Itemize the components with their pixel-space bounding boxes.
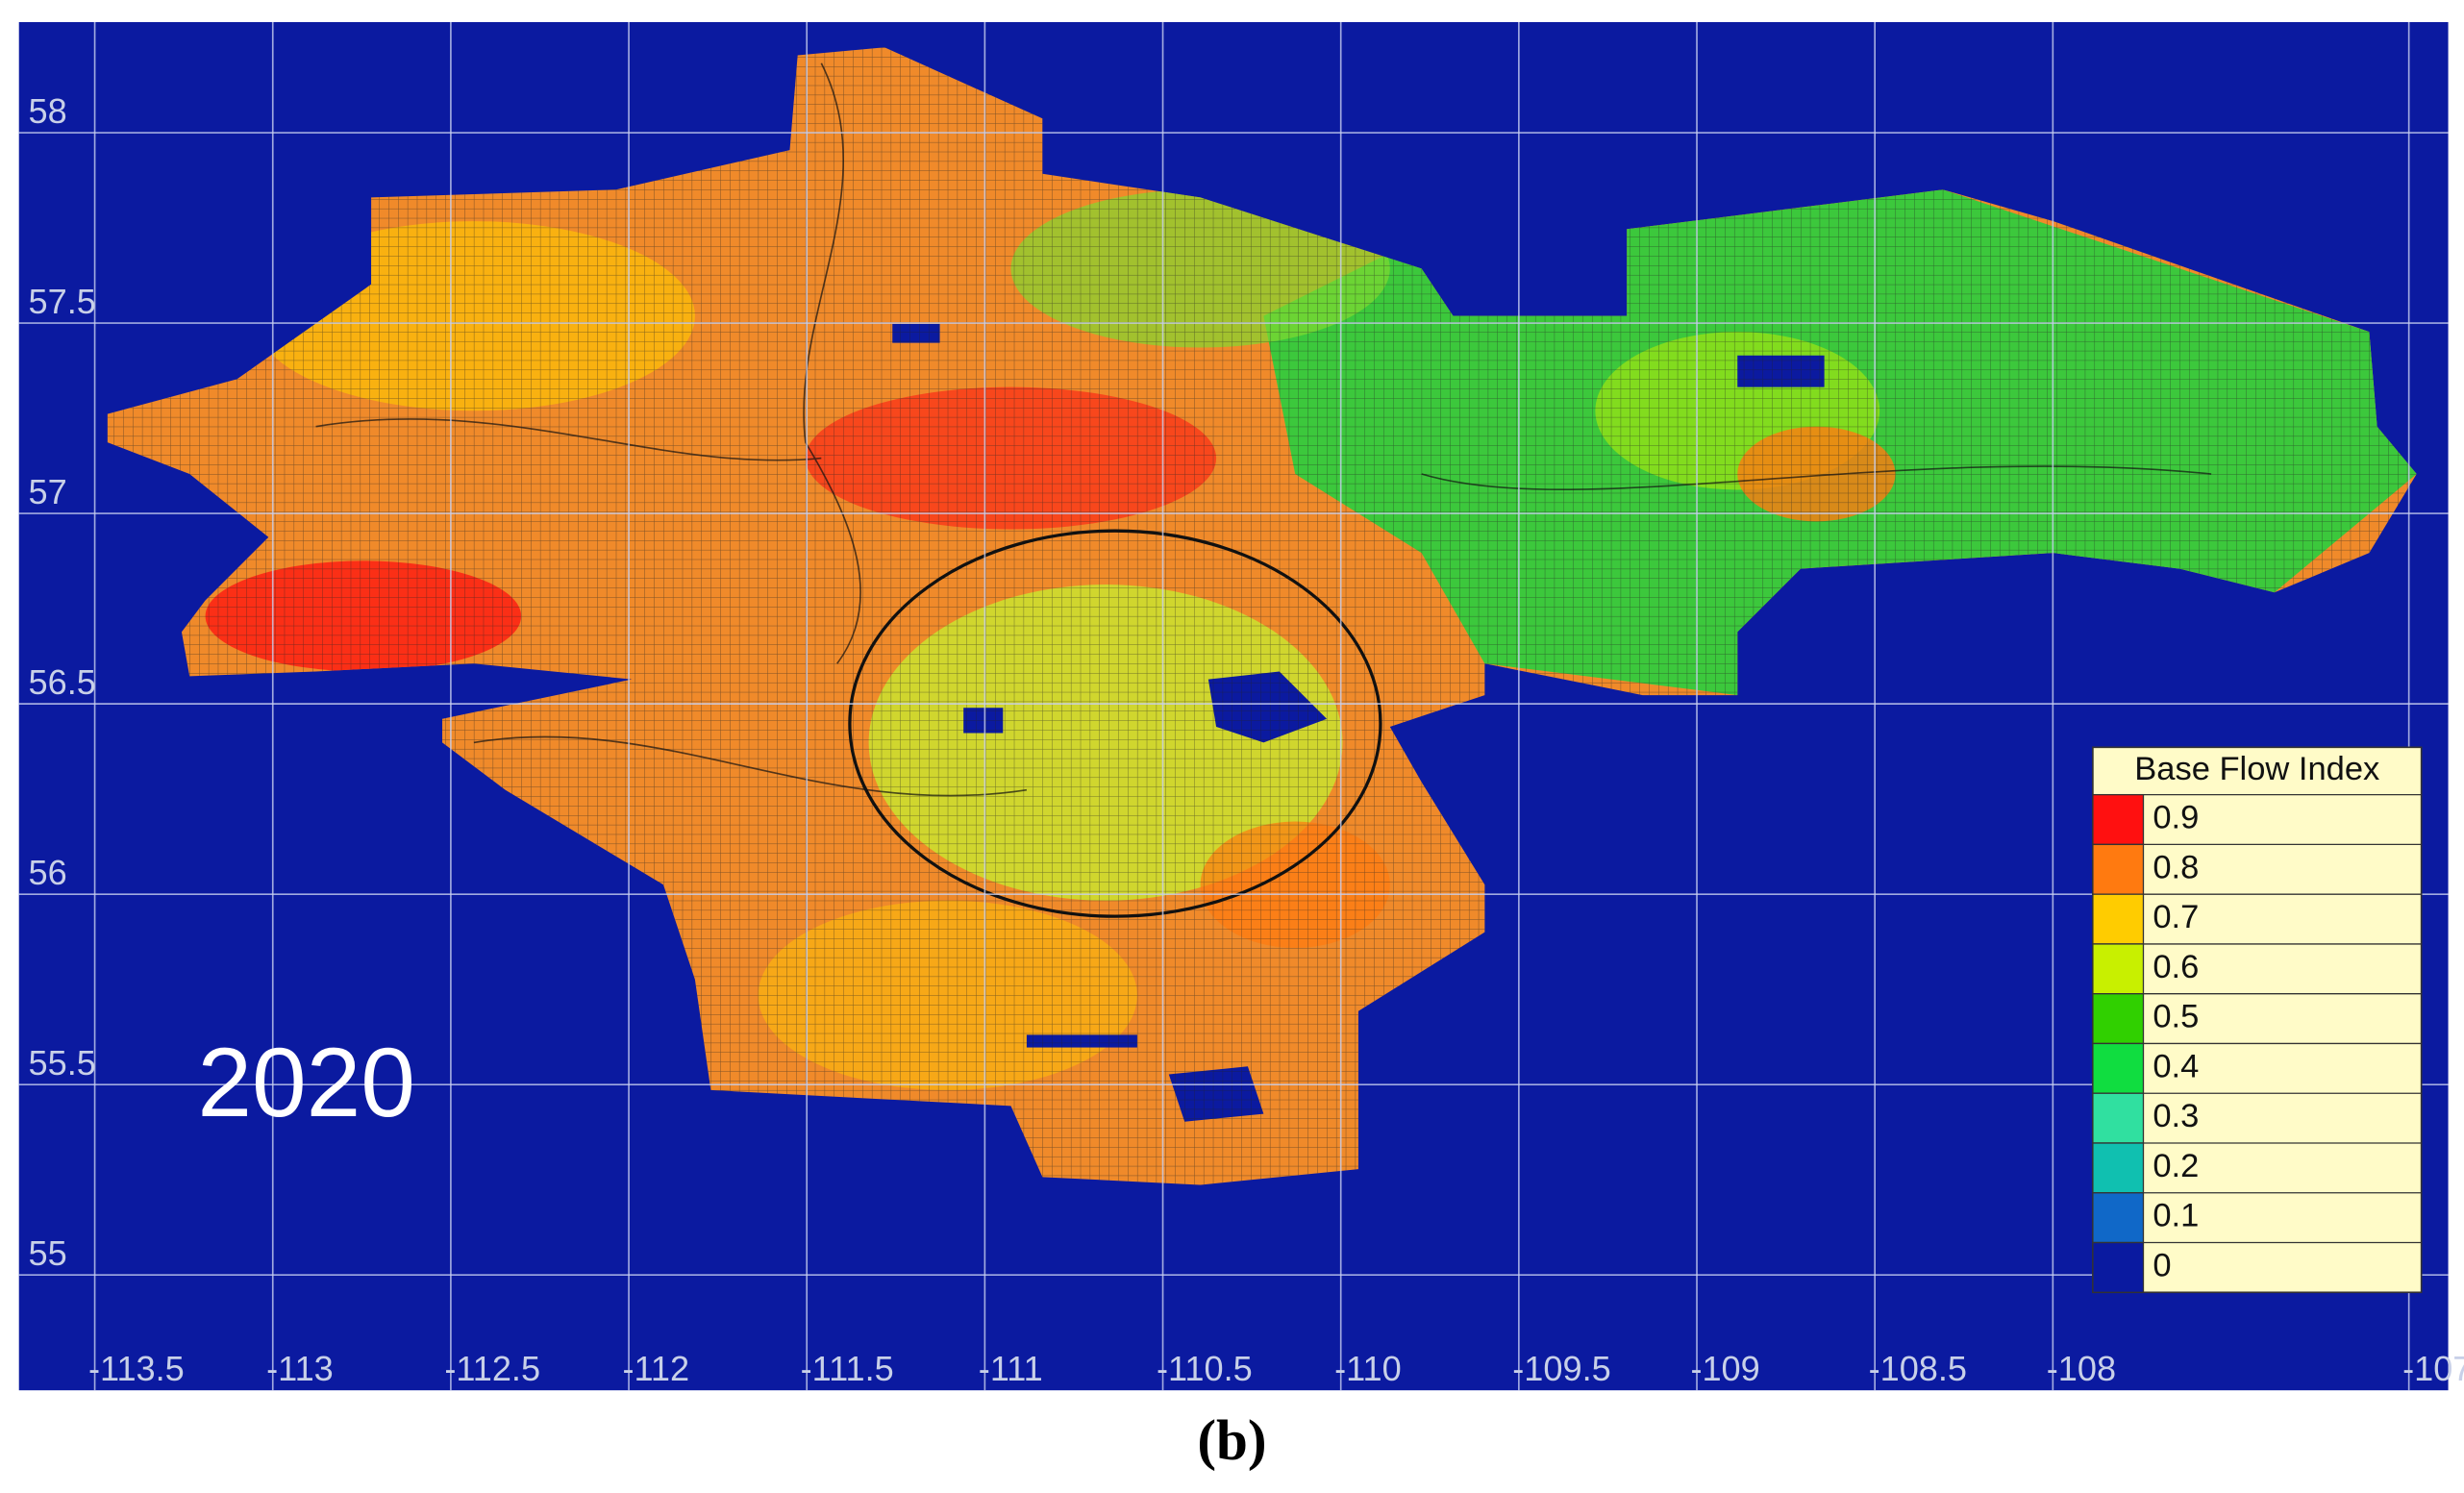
legend-label: 0.4 <box>2153 1048 2199 1084</box>
legend-label: 0.9 <box>2153 800 2199 836</box>
lon-tick-label: -110 <box>1334 1349 1402 1388</box>
lon-tick-label: -112 <box>622 1349 689 1388</box>
legend-label: 0 <box>2153 1248 2171 1284</box>
legend-swatch <box>2092 893 2145 945</box>
legend-swatch <box>2092 1092 2145 1144</box>
legend-swatch <box>2092 1241 2145 1293</box>
lon-tick-label: -113.5 <box>88 1349 185 1388</box>
legend-swatch <box>2092 1042 2145 1094</box>
lon-tick-label: -111 <box>979 1349 1043 1388</box>
legend-swatch <box>2092 993 2145 1045</box>
lon-tick-label: -108 <box>2047 1349 2116 1388</box>
river <box>315 62 2212 797</box>
legend-label: 0.1 <box>2153 1198 2199 1234</box>
lon-tick-label: -112.5 <box>444 1349 540 1388</box>
legend-swatch <box>2092 793 2145 846</box>
lon-tick-label: -113 <box>266 1349 334 1388</box>
legend-label: 0.6 <box>2153 949 2199 985</box>
legend-swatch <box>2092 943 2145 995</box>
legend-swatch <box>2092 843 2145 895</box>
legend-label: 0.7 <box>2153 899 2199 935</box>
caption: (b) <box>1197 1407 1266 1471</box>
lon-tick-label: -107 <box>2402 1349 2464 1388</box>
legend-swatch <box>2092 1192 2145 1244</box>
legend-label: 0.2 <box>2153 1148 2199 1184</box>
graticule: -113.5 -113 -112.5 -112 -111.5 -111 -110.5 -110… <box>18 22 2464 1391</box>
legend-label: 0.3 <box>2153 1098 2199 1134</box>
year-label: 2020 <box>197 1028 415 1137</box>
lat-tick-label: 57.5 <box>29 282 96 321</box>
lat-tick-label: 56.5 <box>29 662 96 702</box>
legend-box <box>2092 746 2423 1294</box>
legend: Base Flow Index 0.9 0.8 0.7 0.6 0.5 0.4 0.3 0.2… <box>2092 746 2423 1294</box>
lon-tick-label: -110.5 <box>1157 1349 1253 1388</box>
lon-tick-label: -108.5 <box>1869 1349 1967 1388</box>
legend-swatch <box>2092 1142 2145 1194</box>
lat-tick-label: 57 <box>29 472 67 511</box>
legend-title: Base Flow Index <box>2134 751 2379 787</box>
legend-label: 0.8 <box>2153 849 2199 885</box>
lon-tick-label: -109 <box>1690 1349 1759 1388</box>
lat-tick-label: 55.5 <box>29 1043 96 1082</box>
lat-tick-label: 56 <box>29 853 67 892</box>
lat-tick-label: 55 <box>29 1233 67 1273</box>
highlight-circle <box>848 529 1382 918</box>
lat-tick-label: 58 <box>29 91 67 131</box>
lon-tick-label: -109.5 <box>1512 1349 1610 1388</box>
legend-label: 0.5 <box>2153 999 2199 1035</box>
lon-tick-label: -111.5 <box>801 1349 894 1388</box>
